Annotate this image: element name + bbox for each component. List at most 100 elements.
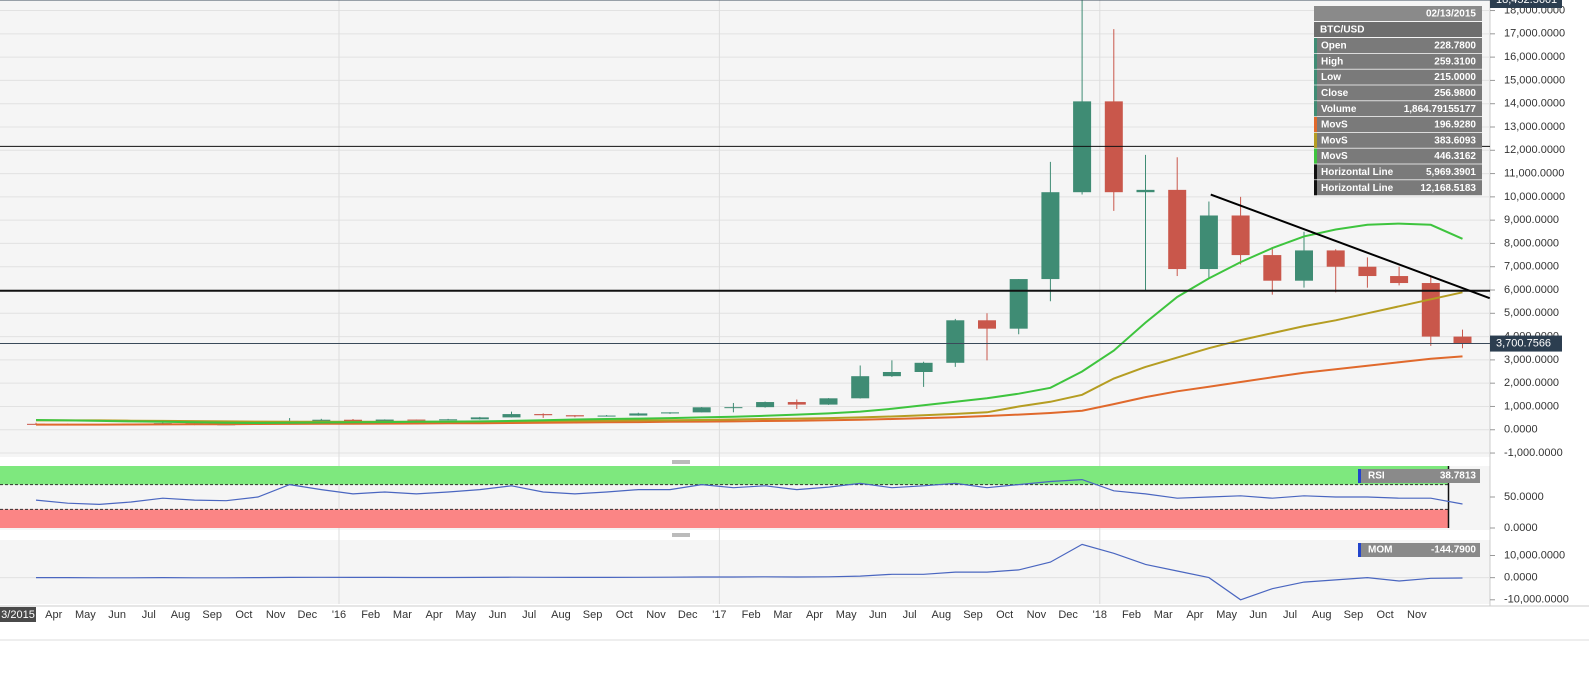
- info-row-value: 215.0000: [1434, 72, 1476, 83]
- y-tick-label: 17,000.0000: [1504, 28, 1565, 40]
- x-tick-label: Apr: [806, 609, 823, 621]
- info-row-label: Close: [1321, 88, 1349, 99]
- y-tick-label: 0.0000: [1504, 522, 1538, 534]
- info-row: [1314, 164, 1482, 180]
- candle-body: [344, 419, 362, 422]
- info-row: [1314, 38, 1482, 53]
- info-row-color: [1314, 117, 1317, 132]
- y-tick-label: 13,000.0000: [1504, 121, 1565, 133]
- candle-body: [1295, 250, 1313, 281]
- info-symbol-row: [1314, 22, 1482, 37]
- indicator-name: RSI: [1368, 471, 1385, 482]
- info-date: 02/13/2015: [1426, 9, 1476, 20]
- x-tick-label: Nov: [1027, 609, 1047, 621]
- panel-grip[interactable]: [672, 533, 690, 537]
- candle-body: [375, 419, 394, 422]
- y-tick-label: 2,000.0000: [1504, 377, 1559, 389]
- info-row-label: Low: [1321, 72, 1341, 83]
- y-tick-label: 16,000.0000: [1504, 51, 1565, 63]
- info-row-color: [1314, 101, 1317, 117]
- info-row-value: 5,969.3901: [1426, 167, 1476, 178]
- y-tick-label: 10,000.0000: [1504, 549, 1565, 561]
- candle-body: [534, 414, 553, 416]
- x-tick-label: Feb: [361, 609, 380, 621]
- candle-body: [1009, 279, 1028, 329]
- x-tick-label: Dec: [678, 609, 698, 621]
- candle-body: [1453, 336, 1472, 344]
- moving-average: [36, 355, 1463, 426]
- indicator-name: MOM: [1368, 545, 1392, 556]
- x-tick-label: Apr: [1186, 609, 1203, 621]
- candle-body: [1231, 215, 1250, 256]
- x-tick-label: Jun: [1249, 609, 1267, 621]
- info-row-color: [1314, 132, 1317, 148]
- candle-body: [1168, 189, 1187, 270]
- layer: 18,000.0000 17,000.0000 16,000.0000 15,000.…: [0, 0, 1569, 622]
- trend-line: [1210, 193, 1490, 300]
- indicator-tag: [1360, 543, 1480, 557]
- x-tick-label: Jun: [489, 609, 507, 621]
- x-tick-label: Oct: [235, 609, 252, 621]
- x-tick-label: Nov: [646, 609, 666, 621]
- x-tick-label: Nov: [1407, 609, 1427, 621]
- x-tick-label: '16: [332, 609, 346, 621]
- info-row-value: 446.3162: [1434, 151, 1476, 162]
- x-tick-label: Mar: [1154, 609, 1173, 621]
- info-row-color: [1314, 38, 1317, 53]
- candle-body: [407, 419, 426, 421]
- info-row: [1314, 132, 1482, 148]
- x-tick-label: Aug: [932, 609, 952, 621]
- candle-body: [470, 417, 489, 420]
- candle-body: [629, 413, 648, 416]
- indicator-tag: [1360, 469, 1480, 483]
- y-tick-label: 50.0000: [1504, 491, 1544, 503]
- main-panel: [0, 0, 1490, 457]
- info-row-value: 228.7800: [1434, 41, 1476, 52]
- candle-body: [1263, 255, 1282, 281]
- candle-body: [1136, 189, 1155, 193]
- candle-body: [312, 419, 331, 421]
- info-row-label: MovS: [1321, 120, 1348, 131]
- x-tick-label: Jun: [108, 609, 126, 621]
- info-row-value: 259.3100: [1434, 56, 1476, 67]
- x-tick-label: Oct: [996, 609, 1013, 621]
- candle-body: [756, 402, 775, 408]
- indicator-line: [35, 478, 1463, 506]
- y-tick-label: 10,000.0000: [1504, 191, 1565, 203]
- candle-body: [1326, 250, 1345, 267]
- y-tick-label: 5,000.0000: [1504, 307, 1559, 319]
- candle-body: [1358, 266, 1377, 277]
- x-tick-label: Aug: [171, 609, 191, 621]
- top-price-tag: [1490, 0, 1562, 8]
- y-tick-label: 11,000.0000: [1504, 167, 1564, 179]
- info-row-value: 383.6093: [1434, 135, 1476, 146]
- info-row-label: High: [1321, 56, 1343, 67]
- info-row-label: Volume: [1321, 104, 1357, 115]
- info-row-label: MovS: [1321, 151, 1348, 162]
- y-tick-label: 3,000.0000: [1504, 354, 1559, 366]
- info-row: [1314, 148, 1482, 164]
- panel-grip[interactable]: [672, 460, 690, 464]
- current-price-tag: [1490, 335, 1562, 352]
- info-row: [1314, 101, 1482, 117]
- candle-body: [1421, 283, 1440, 337]
- x-tick-label: Mar: [393, 609, 412, 621]
- candle-body: [661, 412, 679, 414]
- x-tick-label: '18: [1093, 609, 1107, 621]
- x-tick-label: Jul: [522, 609, 536, 621]
- info-date-row: [1314, 6, 1482, 21]
- x-tick-label: Dec: [298, 609, 318, 621]
- candle-body: [1199, 215, 1218, 270]
- plot-area: [0, 0, 1490, 426]
- info-row-color: [1314, 53, 1317, 69]
- x-tick-label: Jun: [869, 609, 887, 621]
- x-tick-label: Oct: [1377, 609, 1394, 621]
- x-tick-label: May: [836, 609, 857, 621]
- x-tick-label: Sep: [202, 609, 222, 621]
- x-tick-label: Jul: [142, 609, 156, 621]
- info-row: [1314, 69, 1482, 85]
- x-tick-label: May: [455, 609, 476, 621]
- x-tick-label: Apr: [426, 609, 443, 621]
